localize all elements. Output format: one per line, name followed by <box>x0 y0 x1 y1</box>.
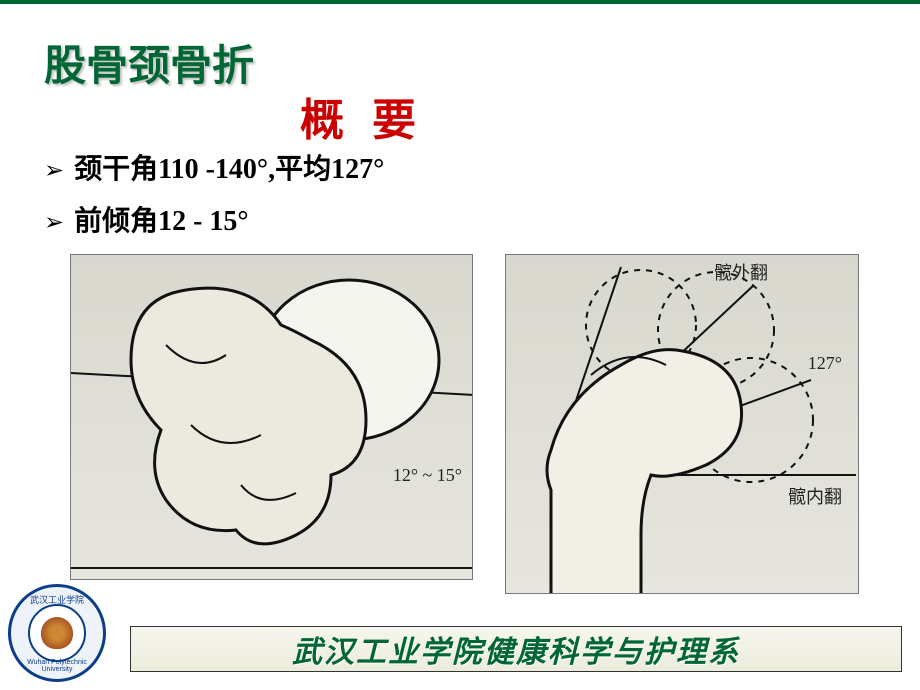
label-coxa-valga: 髋外翻 <box>714 259 768 285</box>
slide-title: 股骨颈骨折 <box>44 32 254 93</box>
slide-subtitle: 概要 <box>300 84 444 148</box>
figure-anteversion: 12° ~ 15° <box>70 254 473 580</box>
bullet-item: 颈干角110 -140°,平均127° <box>44 144 384 196</box>
figure-row: 12° ~ 15° 髋外翻 127° 髋内翻 <box>70 254 859 594</box>
university-logo: 武汉工业学院 Wuhan Polytechnic University <box>8 584 106 682</box>
anteversion-drawing <box>71 255 473 580</box>
label-angle-127: 127° <box>808 353 842 374</box>
bullet-list: 颈干角110 -140°,平均127° 前倾角12 - 15° <box>44 144 384 248</box>
bullet-item: 前倾角12 - 15° <box>44 196 384 248</box>
neck-shaft-drawing <box>506 255 859 594</box>
label-coxa-vara: 髋内翻 <box>788 483 842 509</box>
footer-department: 武汉工业学院健康科学与护理系 <box>130 626 902 672</box>
figure-neck-shaft-angle: 髋外翻 127° 髋内翻 <box>505 254 859 594</box>
anteversion-angle-label: 12° ~ 15° <box>393 465 462 486</box>
logo-text-en: Wuhan Polytechnic University <box>11 659 103 673</box>
